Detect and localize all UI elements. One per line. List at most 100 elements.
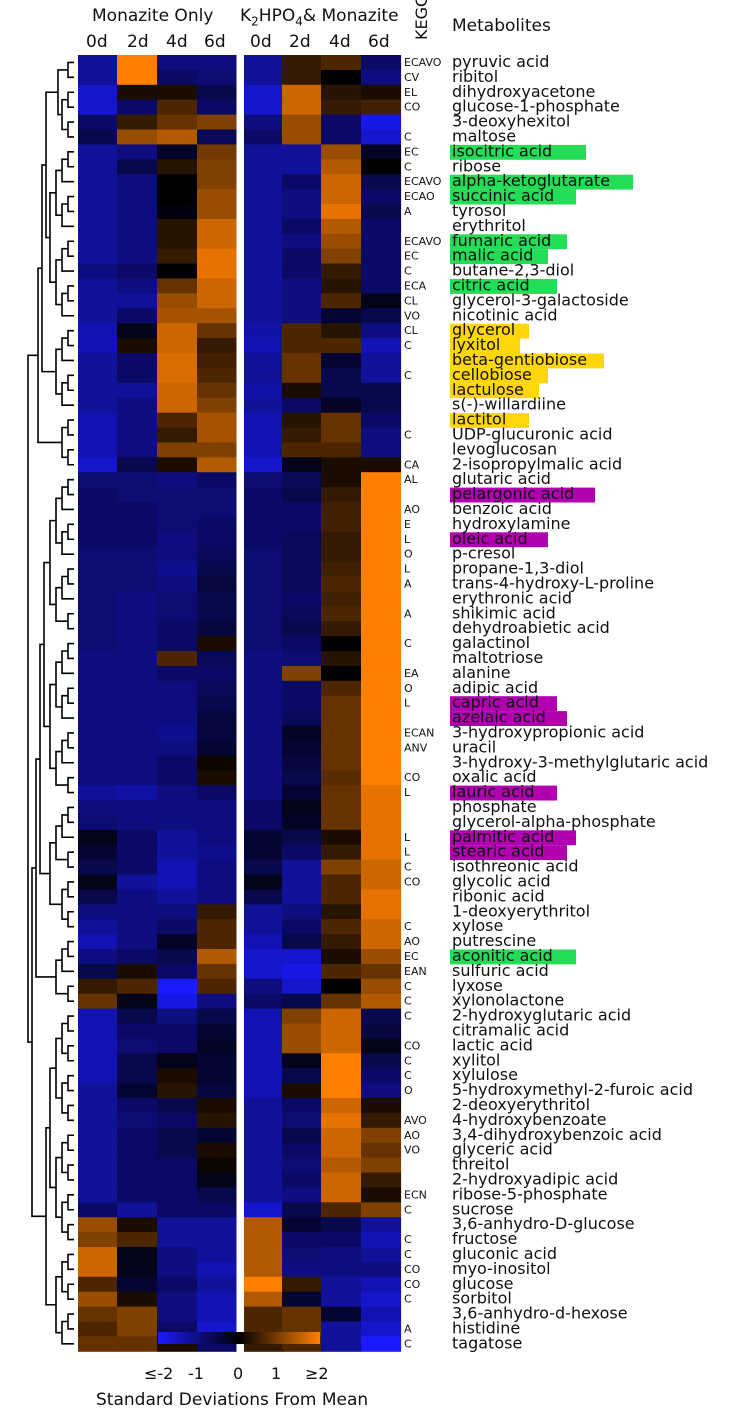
colorbar-tick-0: 0 [233,1364,244,1383]
heatmap-cell [321,680,362,697]
heatmap-cell [321,621,362,637]
heatmap-cell [361,144,402,160]
heatmap-cell [361,69,402,86]
dendrogram-branch [67,1283,74,1300]
metabolite-label: erythritol [452,216,526,235]
heatmap-cell [157,129,198,145]
metabolite-highlight [450,785,557,801]
heatmap-cell [117,710,158,726]
heatmap-cell [244,770,285,786]
metabolite-label: isocitric acid [452,141,552,160]
heatmap-cell [361,487,402,503]
heatmap-cell [157,457,198,473]
metabolite-label: p-cresol [452,544,515,563]
heatmap-cell [282,844,323,861]
heatmap-cell [197,904,238,920]
heatmap-cell [117,233,158,250]
heatmap-cell [157,278,198,294]
day-label-5: 0d [250,32,272,52]
heatmap-cell [321,546,362,563]
heatmap-cell [244,1127,285,1144]
heatmap-cell [361,204,402,220]
heatmap-cell [197,1172,238,1188]
heatmap-cell [197,1217,238,1233]
metabolite-highlight [450,174,633,190]
heatmap-cell [321,800,362,816]
kegg-label: EL [404,86,418,99]
heatmap-cell [78,1291,119,1308]
heatmap-cell [361,531,402,548]
heatmap-cell [244,114,285,130]
dendrogram-branch [67,195,74,213]
metabolite-highlight [450,949,576,965]
heatmap-cell [157,1083,198,1099]
heatmap-cell [244,516,285,533]
heatmap-cell [321,218,362,235]
heatmap-cell [117,591,158,607]
heatmap-cell [78,293,119,309]
heatmap-cell [117,859,158,875]
dendrogram-branch [57,69,68,116]
heatmap-cell [78,367,119,384]
heatmap-cell [361,174,402,190]
heatmap-cell [197,442,238,458]
heatmap-cell [78,1247,119,1263]
heatmap-cell [361,1306,402,1322]
dendrogram-branch [67,1253,74,1271]
heatmap-cell [321,1112,362,1129]
heatmap-cell [78,1083,119,1099]
heatmap-cell [361,1023,402,1039]
heatmap-cell [78,1276,119,1293]
heatmap-cell [321,859,362,875]
kegg-label: CL [404,294,419,307]
kegg-label: C [404,995,412,1008]
dendrogram-branch [55,1276,62,1334]
kegg-label: O [404,548,413,561]
heatmap-cell [282,114,323,130]
metabolite-label: citramalic acid [452,1021,569,1040]
metabolite-highlight [450,383,539,399]
heatmap-cell [157,1202,198,1218]
day-label-2: 2d [127,32,149,52]
heatmap-cell [117,949,158,965]
heatmap-cell [117,367,158,384]
heatmap-cell [78,114,119,130]
heatmap-cell [361,680,402,697]
heatmap-cell [197,233,238,250]
heatmap-cell [361,904,402,920]
metabolite-highlight [450,487,595,503]
kegg-label: L [404,563,411,576]
heatmap-cell [361,1247,402,1263]
heatmap-cell [157,442,198,458]
dendrogram-branch [61,1261,68,1293]
heatmap-cell [197,1127,238,1144]
heatmap-cell [197,516,238,533]
heatmap-cell [117,114,158,130]
heatmap-cell [117,1336,158,1352]
heatmap-cell [78,829,119,846]
kegg-label: EC [404,145,419,158]
heatmap-cell [361,323,402,339]
heatmap-cell [321,770,362,786]
metabolite-label: adipic acid [452,678,538,697]
heatmap-cell [361,576,402,592]
dendrogram-branch [61,1082,68,1114]
dendrogram-branch [67,329,74,347]
heatmap-cell [117,442,158,458]
heatmap-cell [117,263,158,279]
heatmap-cell [244,680,285,697]
heatmap-cell [282,338,323,354]
heatmap-cell [321,1142,362,1159]
heatmap-cell [157,263,198,279]
dendrogram-branch [67,240,74,257]
heatmap-cell [197,69,238,86]
heatmap-cell [244,949,285,965]
heatmap-cell [244,1172,285,1188]
metabolite-label: ribitol [452,67,498,86]
heatmap-cell [361,665,402,682]
heatmap-cell [197,695,238,712]
heatmap-cell [157,338,198,354]
heatmap-cell [282,725,323,741]
dendrogram-branch [61,1201,68,1233]
heatmap-cell [361,1008,402,1024]
